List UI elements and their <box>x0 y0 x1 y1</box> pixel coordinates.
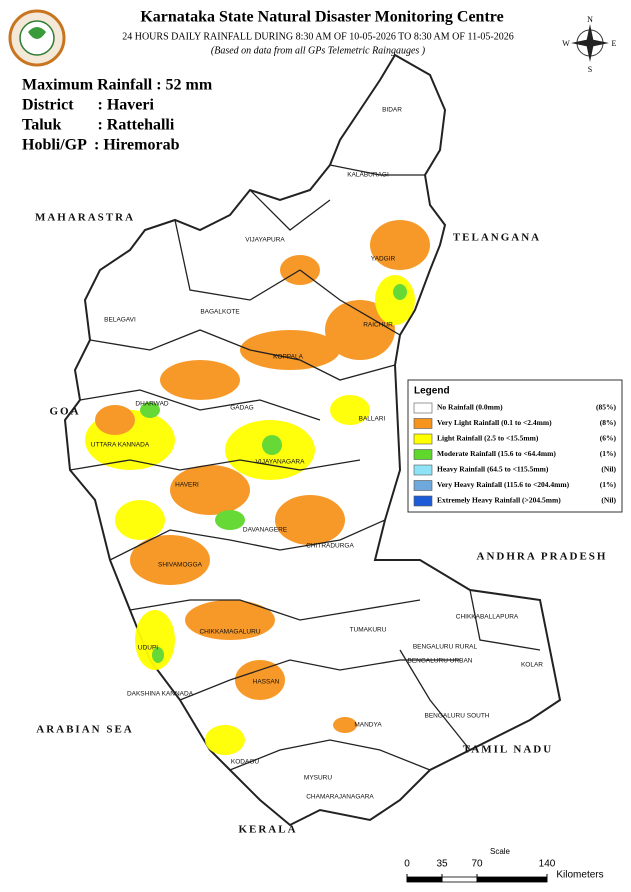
legend-box <box>407 379 623 513</box>
legend-swatch <box>413 433 433 445</box>
compass-w: W <box>562 39 570 48</box>
district-label: MANDYA <box>354 722 382 729</box>
compass: N S W E <box>562 15 616 74</box>
title: Karnataka State Natural Disaster Monitor… <box>140 9 503 26</box>
district-label: DAVANAGERE <box>243 527 288 534</box>
district-label: KOLAR <box>521 662 543 669</box>
info-line: Maximum Rainfall : 52 mm <box>22 77 213 94</box>
legend-label: Very Heavy Rainfall (115.6 to <204.4mm) <box>437 480 570 489</box>
legend-share: (8%) <box>600 418 617 427</box>
legend-label: Light Rainfall (2.5 to <15.5mm) <box>437 434 539 443</box>
district-label: KOPPALA <box>273 354 304 361</box>
district-label: GADAG <box>230 405 253 412</box>
district-label: BAGALKOTE <box>200 309 240 316</box>
compass-e: E <box>612 39 617 48</box>
district-label: KODAGU <box>231 759 259 766</box>
legend-swatch <box>413 495 433 507</box>
logo <box>8 9 66 67</box>
legend-share: (1%) <box>600 480 617 489</box>
legend-label: Very Light Rainfall (0.1 to <2.4mm) <box>437 418 552 427</box>
district-label: BENGALURU URBAN <box>407 658 472 665</box>
district-label: TUMAKURU <box>350 627 387 634</box>
scale-tick-label: 0 <box>404 859 410 870</box>
district-label: BELAGAVI <box>104 317 136 324</box>
compass-s: S <box>588 65 592 74</box>
district-label: HASSAN <box>253 679 280 686</box>
district-boundaries <box>69 164 541 771</box>
legend-label: Extremely Heavy Rainfall (>204.5mm) <box>437 496 561 505</box>
state-outline <box>63 53 562 827</box>
district-label: DHARWAD <box>135 401 169 408</box>
legend-swatch <box>413 464 433 476</box>
subtitle: 24 HOURS DAILY RAINFALL DURING 8:30 AM O… <box>122 31 514 42</box>
scale-tick-label: 70 <box>471 859 483 870</box>
district-label: BALLARI <box>359 416 386 423</box>
legend-swatch <box>413 480 433 491</box>
legend-share: (Nil) <box>601 465 616 474</box>
legend-swatch <box>413 402 433 414</box>
legend-swatch <box>413 418 433 429</box>
compass-n: N <box>587 15 593 24</box>
district-label: BENGALURU SOUTH <box>424 713 489 720</box>
district-label: BENGALURU RURAL <box>413 644 478 651</box>
region-label: TAMIL NADU <box>463 744 553 756</box>
legend-title: Legend <box>414 386 450 397</box>
district-label: UDUPI <box>138 645 158 652</box>
scale-unit: Kilometers <box>556 870 603 881</box>
legend-label: Heavy Rainfall (64.5 to <115.5mm) <box>437 465 549 474</box>
scale-tick-label: 35 <box>436 859 448 870</box>
district-label: BIDAR <box>382 107 402 114</box>
district-label: KALABURAGI <box>347 172 389 179</box>
district-label: SHIVAMOGGA <box>158 562 203 569</box>
region-label: TELANGANA <box>453 232 541 244</box>
district-label: CHIKKABALLAPURA <box>456 614 519 621</box>
info-line: District : Haveri <box>22 97 155 114</box>
legend-swatch <box>413 449 433 460</box>
region-label: ANDHRA PRADESH <box>477 551 608 563</box>
scale-segment <box>441 876 478 883</box>
district-label: MYSURU <box>304 775 332 782</box>
district-label: HAVERI <box>175 482 199 489</box>
district-label: DAKSHINA KANNADA <box>127 691 194 698</box>
region-label: KERALA <box>238 824 297 836</box>
legend-label: No Rainfall (0.0mm) <box>437 403 503 412</box>
district-label: CHIKKAMAGALURU <box>199 629 260 636</box>
info-line: Taluk : Rattehalli <box>22 117 175 134</box>
info-block: Maximum Rainfall : 52 mm District : Haver… <box>22 77 213 154</box>
scale-title: Scale <box>490 847 511 856</box>
scale-tick-label: 140 <box>539 859 556 870</box>
region-label: GOA <box>49 406 80 418</box>
region-label: MAHARASTRA <box>35 212 135 224</box>
district-label: VIJAYANAGARA <box>256 459 306 466</box>
legend-share: (1%) <box>600 449 617 458</box>
legend-label: Moderate Rainfall (15.6 to <64.4mm) <box>437 449 556 458</box>
district-label: CHAMARAJANAGARA <box>306 794 374 801</box>
district-label: RAICHUR <box>363 322 393 329</box>
legend: Legend No Rainfall (0.0mm) (85%) Very Ligh… <box>407 379 623 513</box>
labels: MAHARASTRA TELANGANA GOA ANDHRA PRADESH … <box>35 212 608 836</box>
legend-share: (6%) <box>600 434 617 443</box>
scale-segment <box>406 876 443 883</box>
note: (Based on data from all GPs Telemetric R… <box>211 45 426 56</box>
legend-share: (85%) <box>596 403 616 412</box>
district-label: CHITRADURGA <box>306 543 354 550</box>
district-label: YADGIR <box>371 256 396 263</box>
district-labels: BIDAR KALABURAGI VIJAYAPURA YADGIR BAGALKOTE… <box>91 107 544 801</box>
legend-share: (Nil) <box>601 496 616 505</box>
info-line: Hobli/GP : Hiremorab <box>22 137 180 154</box>
region-label: ARABIAN SEA <box>36 724 134 736</box>
district-label: VIJAYAPURA <box>245 237 285 244</box>
rainfall-patches <box>85 220 430 755</box>
scale-bar: Scale Kilometers 0 35 70 140 <box>404 847 604 883</box>
district-label: UTTARA KANNADA <box>91 442 150 449</box>
scale-segment <box>476 876 548 883</box>
